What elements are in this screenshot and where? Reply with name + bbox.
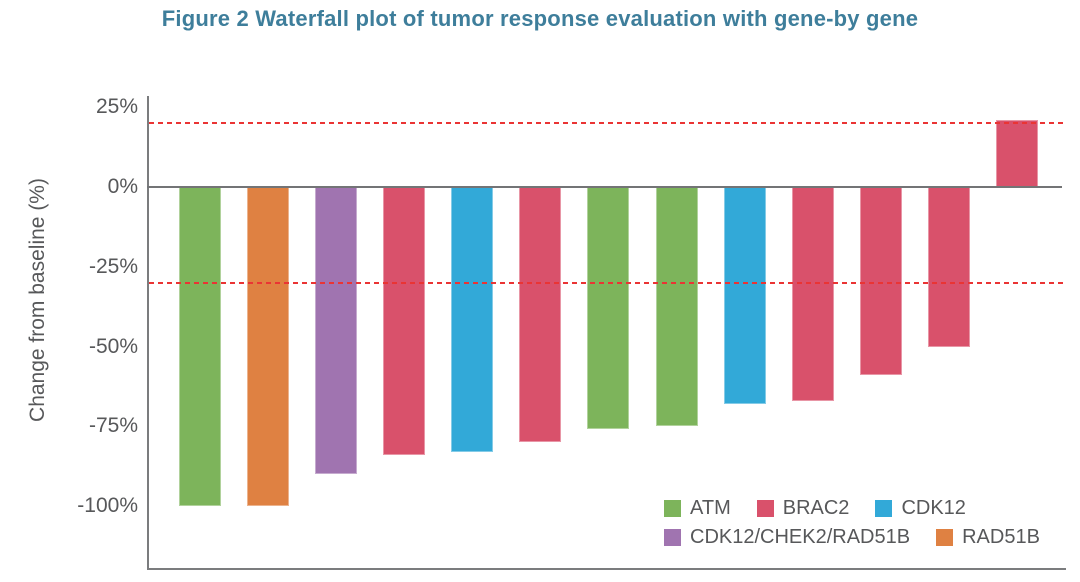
bar — [519, 187, 562, 443]
bar — [791, 187, 834, 401]
legend: ATM BRAC2 CDK12 CDK12/CHEK2/RAD51B RAD51B — [664, 497, 1040, 555]
legend-swatch — [875, 499, 893, 517]
y-axis-line — [147, 96, 149, 570]
y-tick-label: -100% — [77, 494, 138, 517]
bar — [723, 187, 766, 404]
y-axis-label: Change from baseline (%) — [26, 178, 49, 422]
bar — [655, 187, 698, 427]
bar — [247, 187, 290, 506]
y-tick-label: 25% — [95, 95, 138, 119]
bar — [451, 187, 494, 452]
legend-item-brac2: BRAC2 — [756, 497, 850, 519]
bar — [383, 187, 426, 455]
reference-line — [149, 122, 1066, 125]
zero-baseline — [147, 186, 1062, 188]
bar — [179, 187, 221, 506]
legend-swatch — [936, 528, 954, 546]
y-tick-label: -75% — [88, 414, 138, 438]
bar — [995, 120, 1038, 187]
legend-swatch — [664, 499, 681, 517]
legend-label: BRAC2 — [782, 497, 850, 519]
reference-line — [149, 281, 1066, 284]
bar — [587, 187, 630, 430]
legend-row: ATM BRAC2 CDK12 — [664, 497, 1040, 519]
x-axis-line — [147, 568, 1066, 570]
legend-item-cdk12: CDK12 — [875, 497, 966, 519]
legend-item-cdk12-chek2-rad51b: CDK12/CHEK2/RAD51B — [664, 526, 910, 548]
y-tick-label: -25% — [88, 254, 138, 278]
legend-row: CDK12/CHEK2/RAD51B RAD51B — [664, 526, 1040, 548]
legend-item-atm: ATM — [664, 497, 731, 519]
y-tick-label: 0% — [107, 175, 138, 198]
legend-label: ATM — [690, 497, 731, 519]
legend-label: CDK12/CHEK2/RAD51B — [690, 526, 911, 548]
legend-swatch — [664, 528, 681, 546]
legend-label: RAD51B — [962, 526, 1040, 548]
bar — [927, 187, 970, 347]
legend-item-rad51b: RAD51B — [936, 526, 1040, 548]
bar — [315, 187, 358, 475]
bar — [859, 187, 902, 376]
legend-label: CDK12 — [901, 497, 966, 519]
y-tick-label: -50% — [88, 334, 138, 358]
figure-title: Figure 2 Waterfall plot of tumor respons… — [161, 6, 919, 31]
legend-swatch — [756, 499, 774, 517]
